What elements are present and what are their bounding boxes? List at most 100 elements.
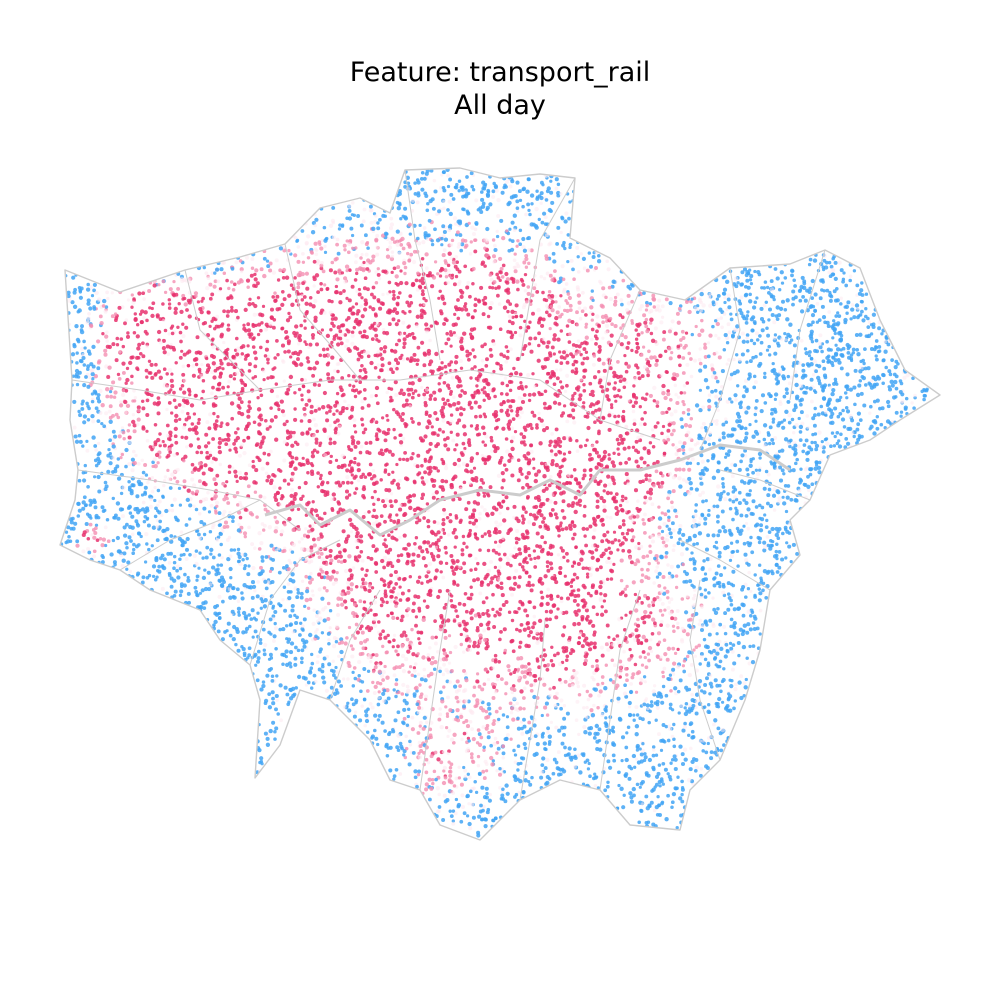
map-point <box>748 292 752 297</box>
map-point <box>456 282 461 287</box>
map-point <box>451 821 456 826</box>
map-point <box>526 471 531 476</box>
map-point <box>622 649 626 654</box>
map-point <box>420 340 425 345</box>
map-point <box>338 300 343 305</box>
map-point <box>643 512 647 517</box>
map-point <box>565 324 570 328</box>
map-point <box>190 477 195 482</box>
map-point <box>259 687 264 692</box>
map-point <box>506 664 511 669</box>
map-point <box>571 362 576 367</box>
map-point <box>609 333 614 338</box>
map-point <box>486 314 491 319</box>
map-point <box>612 530 617 534</box>
map-point <box>640 374 645 379</box>
map-point <box>516 458 521 462</box>
map-point <box>151 525 157 530</box>
map-point <box>559 329 563 333</box>
map-point <box>484 434 489 439</box>
map-point <box>375 680 380 685</box>
map-point <box>315 429 320 434</box>
map-point <box>180 409 185 414</box>
map-point <box>282 478 287 483</box>
map-point <box>812 389 817 393</box>
map-point <box>95 396 101 401</box>
map-point <box>486 608 490 613</box>
map-point <box>247 362 252 367</box>
map-point <box>685 461 690 466</box>
map-point <box>758 503 762 508</box>
map-point <box>288 650 294 655</box>
map-point <box>922 397 926 402</box>
map-point <box>597 380 602 385</box>
map-point <box>729 553 734 559</box>
map-point <box>726 293 731 298</box>
map-point <box>353 394 358 399</box>
map-point <box>519 689 524 694</box>
map-point <box>368 326 373 330</box>
map-point <box>551 603 556 608</box>
map-point <box>359 223 364 228</box>
map-point <box>273 366 277 370</box>
map-point <box>482 776 487 781</box>
map-point <box>785 495 790 500</box>
map-point <box>831 388 836 393</box>
map-point <box>193 585 198 590</box>
map-point <box>134 453 138 458</box>
map-point <box>265 736 270 741</box>
map-point <box>517 678 522 683</box>
map-point <box>423 191 428 196</box>
map-point <box>594 342 598 346</box>
map-point <box>668 531 673 536</box>
map-point <box>217 553 222 557</box>
map-point <box>452 527 457 532</box>
map-point <box>577 636 582 640</box>
map-point <box>297 674 302 679</box>
map-point <box>592 518 597 523</box>
map-point <box>664 555 668 559</box>
map-point <box>634 328 638 332</box>
map-point <box>754 331 760 336</box>
map-point <box>456 316 461 321</box>
map-point <box>350 330 355 335</box>
map-point <box>573 370 578 375</box>
map-point <box>709 650 714 655</box>
map-point <box>576 588 581 592</box>
map-point <box>719 689 723 694</box>
map-point <box>545 663 550 668</box>
map-point <box>239 267 244 272</box>
map-point <box>753 321 757 326</box>
map-point <box>766 569 771 574</box>
map-point <box>665 623 670 628</box>
map-point <box>481 312 486 317</box>
map-point <box>546 340 551 345</box>
map-point <box>576 339 581 343</box>
map-point <box>483 532 487 536</box>
map-point <box>383 583 387 587</box>
map-point <box>764 300 769 305</box>
map-point <box>431 542 435 546</box>
map-point <box>729 684 734 689</box>
map-point <box>702 559 706 563</box>
map-point <box>387 280 392 285</box>
map-point <box>587 761 591 766</box>
map-point <box>315 261 320 266</box>
map-point <box>163 290 168 295</box>
map-point <box>670 734 675 739</box>
map-point <box>254 356 258 361</box>
map-point <box>428 646 432 650</box>
map-point <box>261 627 266 632</box>
map-point <box>642 620 647 625</box>
map-point <box>727 330 732 335</box>
map-point <box>469 424 474 428</box>
map-point <box>219 358 223 363</box>
map-point <box>737 500 742 506</box>
map-point <box>679 552 685 557</box>
map-point <box>100 403 105 408</box>
map-point <box>519 384 524 389</box>
map-point <box>586 425 591 431</box>
map-point <box>499 352 504 357</box>
map-point <box>369 360 374 366</box>
map-point <box>92 554 97 559</box>
